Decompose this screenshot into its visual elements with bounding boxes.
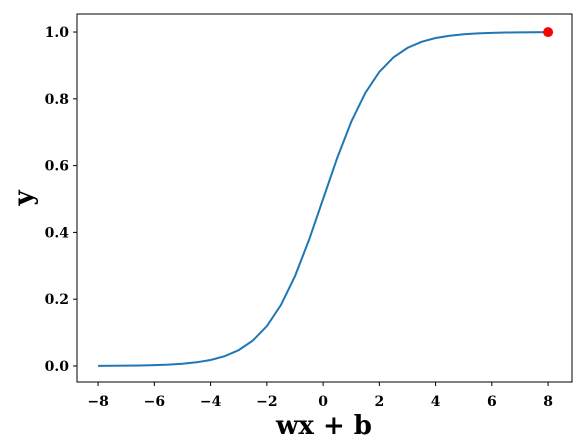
y-tick-label: 0.2 <box>45 292 69 308</box>
x-tick-label: −4 <box>200 394 222 410</box>
x-axis-label: wx + b <box>275 411 372 441</box>
x-tick-label: 0 <box>318 394 328 410</box>
x-tick-label: −8 <box>87 394 108 410</box>
y-tick-label: 1.0 <box>45 25 70 41</box>
x-tick-label: −6 <box>144 394 165 410</box>
y-tick-label: 0.6 <box>45 159 69 175</box>
plot-frame <box>76 13 573 383</box>
x-tick-label: 8 <box>543 394 553 410</box>
x-tick-label: 4 <box>431 394 441 410</box>
x-tick-label: 6 <box>487 394 497 410</box>
x-tick-label: −2 <box>256 394 277 410</box>
y-tick-label: 0.4 <box>45 225 70 241</box>
y-tick-label: 0.0 <box>45 359 70 375</box>
y-axis-label: y <box>9 190 39 207</box>
line-series <box>98 31 549 367</box>
y-tick-label: 0.8 <box>45 92 69 108</box>
x-tick-label: 2 <box>374 394 384 410</box>
data-point <box>543 27 554 38</box>
